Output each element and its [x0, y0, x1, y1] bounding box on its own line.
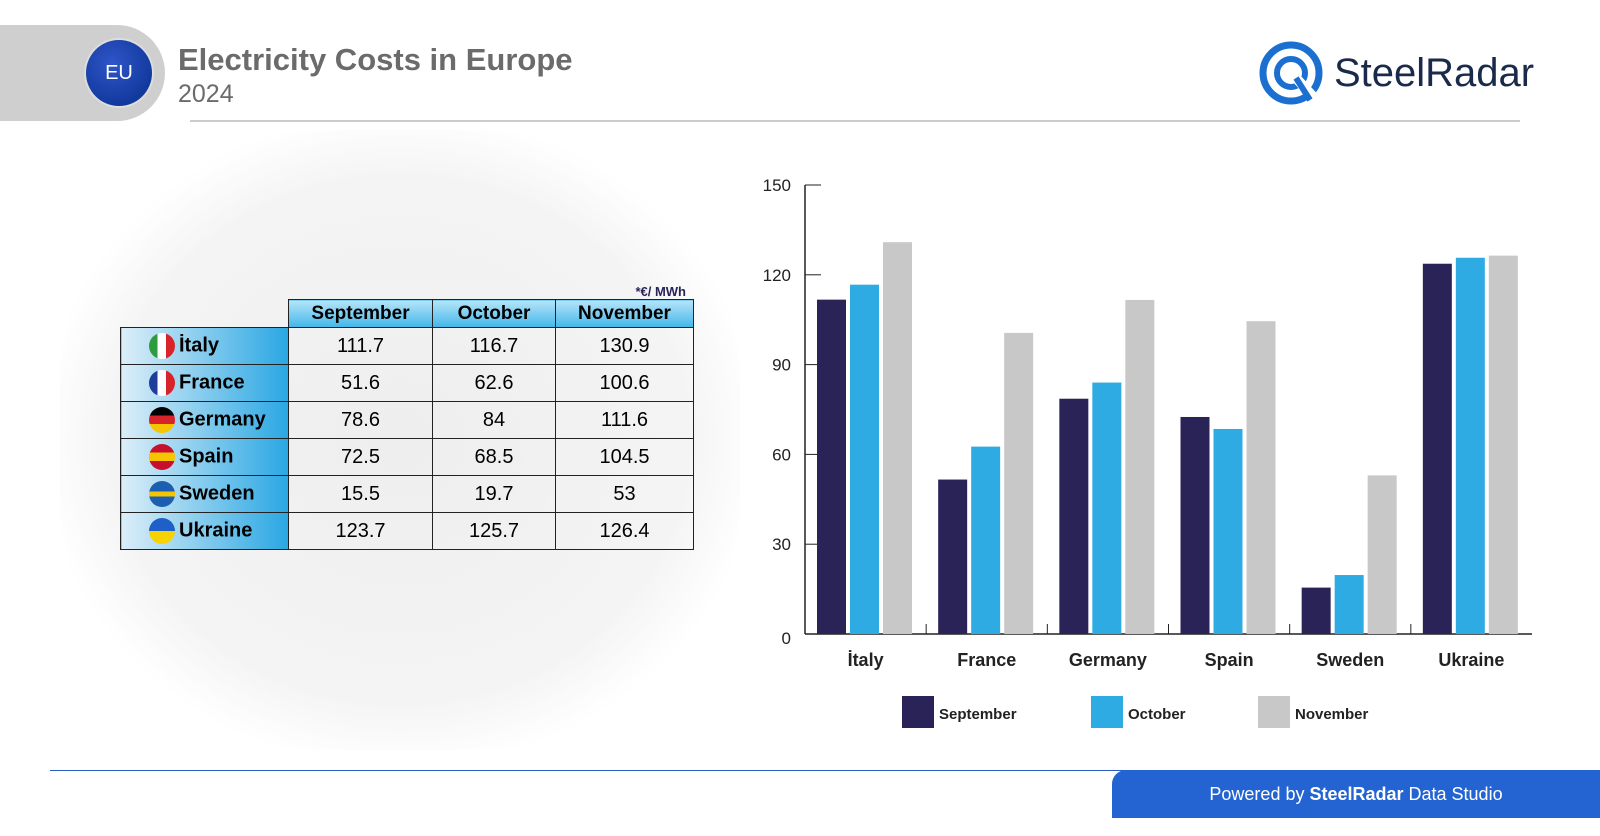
bar-september [938, 479, 968, 634]
bar-november [1004, 332, 1034, 634]
table-row: Spain 72.5 68.5 104.5 [120, 438, 694, 476]
bar-november [1125, 299, 1155, 634]
bar-october [971, 446, 1001, 634]
bar-september [1422, 263, 1452, 634]
legend-swatch [902, 696, 934, 728]
value-cell: 130.9 [555, 327, 694, 365]
value-cell: 116.7 [432, 327, 556, 365]
header-divider [190, 120, 1520, 122]
value-cell: 19.7 [432, 475, 556, 513]
value-cell: 62.6 [432, 364, 556, 402]
value-cell: 111.7 [288, 327, 433, 365]
flag-icon [149, 333, 175, 359]
value-cell: 51.6 [288, 364, 433, 402]
country-name: France [179, 371, 245, 394]
legend-swatch [1091, 696, 1123, 728]
flag-icon [149, 518, 175, 544]
bar-september [1301, 587, 1331, 634]
bar-october [850, 284, 879, 634]
col-header: November [555, 299, 694, 328]
legend-swatch [1258, 696, 1290, 728]
bar-november [1246, 321, 1276, 634]
footer-divider [50, 770, 1530, 771]
unit-label: *€/ MWh [635, 284, 686, 299]
legend-label: November [1295, 706, 1369, 723]
country-cell: Spain [120, 438, 289, 476]
value-cell: 126.4 [555, 512, 694, 550]
page-year: 2024 [178, 80, 234, 108]
country-cell: İtaly [120, 327, 289, 365]
table-row: Germany 78.6 84 111.6 [120, 401, 694, 439]
x-tick-label: Ukraine [1438, 650, 1504, 670]
country-name: Germany [179, 408, 266, 431]
bar-october [1213, 428, 1243, 634]
bar-november [883, 242, 912, 634]
footer-suffix: Data Studio [1403, 783, 1503, 804]
footer-banner: Powered by SteelRadar Data Studio [1112, 770, 1600, 818]
table-row: France 51.6 62.6 100.6 [120, 364, 694, 402]
cost-table: September October November İtaly 111.7 116.7… [120, 299, 694, 550]
country-name: Ukraine [179, 519, 253, 542]
col-header: September [288, 299, 433, 328]
value-cell: 84 [432, 401, 556, 439]
page-title: Electricity Costs in Europe [178, 42, 573, 77]
bar-october [1455, 257, 1485, 634]
country-cell: Ukraine [120, 512, 289, 550]
value-cell: 104.5 [555, 438, 694, 476]
flag-icon [149, 444, 175, 470]
y-tick-label: 60 [772, 445, 791, 464]
x-tick-label: Sweden [1316, 650, 1384, 670]
logo-text: SteelRadar [1334, 50, 1535, 95]
country-cell: France [120, 364, 289, 402]
value-cell: 78.6 [288, 401, 433, 439]
bar-september [1059, 398, 1089, 634]
steelradar-logo: SteelRadar [1258, 40, 1534, 106]
x-tick-label: İtaly [848, 650, 884, 670]
flag-icon [149, 407, 175, 433]
table-row: İtaly 111.7 116.7 130.9 [120, 327, 694, 365]
col-header: October [432, 299, 556, 328]
x-tick-label: France [957, 650, 1016, 670]
footer-brand: SteelRadar [1309, 783, 1404, 804]
y-tick-label: 90 [772, 356, 791, 375]
bar-october [1092, 382, 1122, 634]
y-tick-label: 0 [782, 629, 791, 648]
bar-november [1488, 255, 1518, 634]
country-name: İtaly [179, 334, 220, 357]
country-name: Sweden [179, 482, 255, 505]
flag-icon [149, 481, 175, 507]
legend-label: October [1128, 706, 1186, 723]
footer-prefix: Powered by [1209, 783, 1310, 804]
value-cell: 111.6 [555, 401, 694, 439]
radar-icon [1259, 41, 1323, 106]
value-cell: 15.5 [288, 475, 433, 513]
value-cell: 125.7 [432, 512, 556, 550]
flag-icon [149, 370, 175, 396]
value-cell: 100.6 [555, 364, 694, 402]
country-cell: Sweden [120, 475, 289, 513]
x-tick-label: Spain [1205, 650, 1254, 670]
bar-september [1180, 416, 1210, 634]
value-cell: 68.5 [432, 438, 556, 476]
value-cell: 123.7 [288, 512, 433, 550]
legend-label: September [939, 706, 1017, 723]
bar-chart: 0 30 60 90 120 150 İtaly France Germany Spain Swed… [763, 176, 1532, 728]
bar-november [1367, 475, 1397, 634]
value-cell: 53 [555, 475, 694, 513]
country-cell: Germany [120, 401, 289, 439]
y-tick-label: 120 [763, 266, 791, 285]
x-tick-label: Germany [1069, 650, 1147, 670]
eu-badge-text: EU [105, 61, 133, 84]
value-cell: 72.5 [288, 438, 433, 476]
table-row: Ukraine 123.7 125.7 126.4 [120, 512, 694, 550]
table-row: Sweden 15.5 19.7 53 [120, 475, 694, 513]
country-name: Spain [179, 445, 234, 468]
bar-september [817, 299, 846, 634]
bar-october [1334, 575, 1364, 634]
eu-badge-icon: EU [86, 40, 152, 106]
y-tick-label: 30 [772, 535, 791, 554]
y-tick-label: 150 [763, 176, 791, 195]
